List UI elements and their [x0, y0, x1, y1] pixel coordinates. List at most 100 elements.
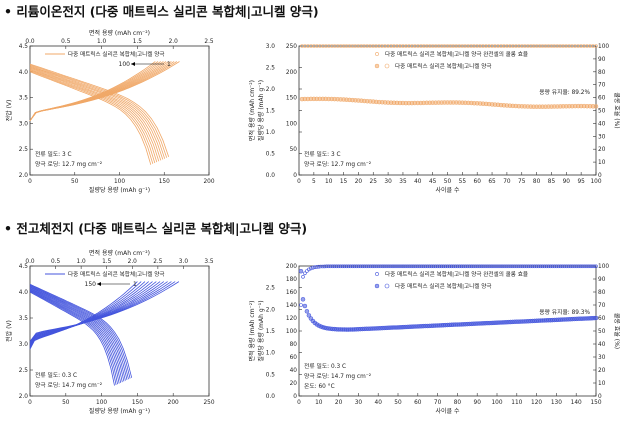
li_right-x-tick-label: 15 — [340, 179, 348, 185]
li_left-note-loading: 양극 로딩: 12.7 mg cm⁻² — [35, 160, 102, 168]
ss_right-x-tick-label: 130 — [551, 400, 562, 406]
ss_right-ce-point — [485, 264, 489, 269]
ss_right-ce-point — [443, 264, 448, 269]
ss_right-note-loading: 양극 로딩: 14.7 mg cm⁻² — [304, 372, 371, 380]
ss_left-discharge-curve — [29, 284, 131, 379]
ss_left-discharge-curve — [29, 286, 126, 381]
ss_right-y2-axis-title: 질량당 용량 (mAh g⁻¹) — [257, 300, 265, 361]
ss_left-y-tick-label: 4.5 — [19, 264, 29, 270]
ss_right-x-tick-label: 0 — [297, 400, 301, 406]
ss_right-capacity-point — [304, 309, 310, 314]
ss_right-ce-point — [483, 264, 487, 269]
ss_left-x-tick-label: 250 — [203, 400, 214, 406]
ss_right-y-tick-label: 1.0 — [266, 351, 276, 357]
li_right-y2-tick-label: 0 — [293, 173, 297, 179]
li_right-y-tick-label: 1.5 — [266, 109, 276, 115]
li_left-x-tick-label: 100 — [114, 179, 125, 185]
ss_right-y3-tick-label: 30 — [598, 355, 606, 361]
ss_right-ce-point — [487, 264, 491, 269]
li_right-y2-tick-label: 50 — [290, 147, 298, 153]
li_right-x-tick-label: 75 — [518, 179, 526, 185]
ss_right-ce-point — [406, 264, 410, 269]
ss_left-top-tick-label: 2.5 — [153, 259, 163, 265]
li_right-capacity-point — [593, 104, 599, 109]
ss_right-ce-point — [510, 264, 515, 269]
ss_right-y2-tick-label: 60 — [290, 355, 298, 361]
ss_right-ce-point — [459, 264, 464, 269]
ss_right-y3-tick-label: 10 — [598, 381, 606, 387]
ss_right-ce-point — [566, 264, 571, 269]
li_right-y2-tick-label: 150 — [286, 96, 297, 102]
li_left-charge-curve — [29, 61, 156, 122]
ss_left-x-tick-label: 150 — [132, 400, 143, 406]
ss_left-y-tick-label: 4.0 — [19, 290, 29, 296]
ss_right-x-tick-label: 40 — [375, 400, 383, 406]
ss_left-cycle-label-first: 1 — [133, 281, 137, 288]
li_right-y3-tick-label: 50 — [598, 109, 606, 115]
ss_right-ce-point — [421, 264, 426, 269]
ss_left-discharge-curve — [29, 288, 123, 383]
ss_right-y3-tick-label: 80 — [598, 290, 606, 296]
ss_right-ce-point — [546, 264, 551, 269]
li_left-x-tick-label: 50 — [71, 179, 79, 185]
ss_right-ce-point — [572, 264, 577, 269]
ss_right-ce-point — [354, 264, 359, 269]
li_left-discharge-curve — [29, 68, 158, 163]
ss_right-x-tick-label: 110 — [511, 400, 522, 406]
li_left-cycle-arrowhead — [131, 62, 135, 66]
li_left-discharge-curve — [29, 71, 152, 165]
ss_right-ce-point — [301, 274, 305, 279]
li_left-discharge-curve — [29, 66, 164, 160]
ss_right-ce-point — [528, 264, 533, 269]
ss_left-top-tick-label: 0.0 — [25, 259, 35, 265]
ss_right-capacity-point — [593, 315, 599, 321]
li_left-cycle-label-first: 1 — [167, 61, 171, 68]
li_right-x-tick-label: 30 — [384, 179, 392, 185]
li_right-y2-axis-title: 질량당 용량 (mAh g⁻¹) — [257, 80, 265, 141]
ss_right-y-tick-label: 0.5 — [266, 372, 276, 378]
ss_right-capacity-point — [302, 303, 308, 309]
ss_right-ce-point — [299, 303, 303, 307]
ss_right-ce-point — [356, 264, 361, 269]
li_right-y3-tick-label: 70 — [598, 83, 606, 89]
li_left-discharge-curve — [29, 70, 154, 164]
ss_right-legend-ce-marker — [375, 272, 379, 276]
ss_right-y2-tick-label: 200 — [286, 264, 297, 270]
ss_right-ce-point — [501, 264, 505, 269]
ss_right-x-tick-label: 60 — [414, 400, 422, 406]
ss_right-ce-point — [318, 264, 323, 269]
ss_right-ce-point — [433, 264, 438, 269]
ss_left-x-tick-label: 100 — [96, 400, 107, 406]
ss_right-y3-tick-label: 60 — [598, 316, 606, 322]
ss_right-ce-point — [336, 264, 341, 269]
li_left-top-tick-label: 0.5 — [61, 39, 71, 45]
ss_left-charge-curve — [29, 281, 165, 345]
ss_right-ce-point — [312, 265, 317, 270]
li_right-x-tick-label: 40 — [414, 179, 422, 185]
ss_left-charge-curve — [29, 281, 153, 347]
section-heading-solid-state: • 전고체전지 (다중 매트릭스 실리콘 복합체|고니켈 양극) — [4, 221, 308, 236]
li_left-x-tick-label: 200 — [203, 179, 214, 185]
ss_right-ce-point — [568, 264, 573, 269]
ss_right-y3-tick-label: 50 — [598, 329, 606, 335]
li_right-y-tick-label: 0.5 — [266, 152, 276, 158]
li_left-discharge-curve — [29, 65, 166, 159]
li_left-top-tick-label: 2.5 — [204, 39, 214, 45]
li_right-legend-cap-marker-open — [384, 63, 390, 69]
ss_right-y2-tick-label: 80 — [290, 342, 298, 348]
ss_right-x-axis-title: 사이클 수 — [436, 407, 460, 415]
li_left-y-tick-label: 4.5 — [19, 44, 29, 50]
li_right-y3-tick-label: 20 — [598, 147, 606, 153]
ss_right-ce-point — [423, 264, 428, 269]
ss_right-ce-point — [408, 264, 412, 269]
ss_left-discharge-curve — [29, 285, 128, 380]
li_right-x-tick-label: 80 — [533, 179, 541, 185]
ss_right-y2-tick-label: 140 — [286, 303, 297, 309]
li_left-top-tick-label: 1.5 — [133, 39, 143, 45]
ss_right-y2-tick-label: 180 — [286, 277, 297, 283]
li_right-y-tick-label: 2.0 — [266, 87, 276, 93]
ss_right-ce-point — [330, 264, 335, 269]
li_right-y-axis-title: 면적 용량 (mAh cm⁻²) — [248, 80, 256, 141]
li_left-x-tick-label: 150 — [159, 179, 170, 185]
